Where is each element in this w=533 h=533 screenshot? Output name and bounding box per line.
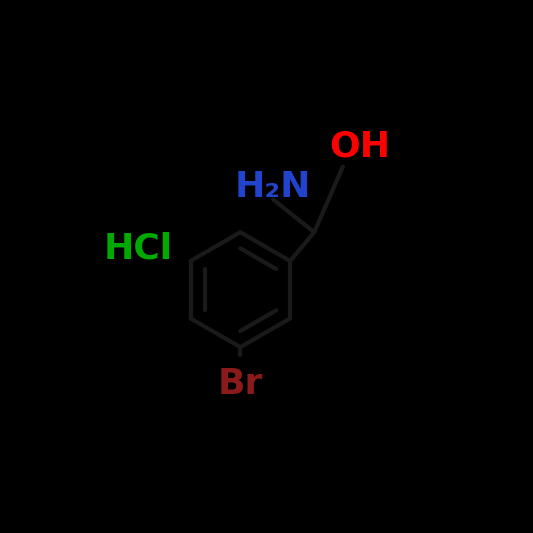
Text: HCl: HCl bbox=[103, 232, 172, 265]
Text: OH: OH bbox=[329, 129, 390, 163]
Text: H₂N: H₂N bbox=[235, 170, 311, 204]
Text: Br: Br bbox=[217, 367, 263, 401]
